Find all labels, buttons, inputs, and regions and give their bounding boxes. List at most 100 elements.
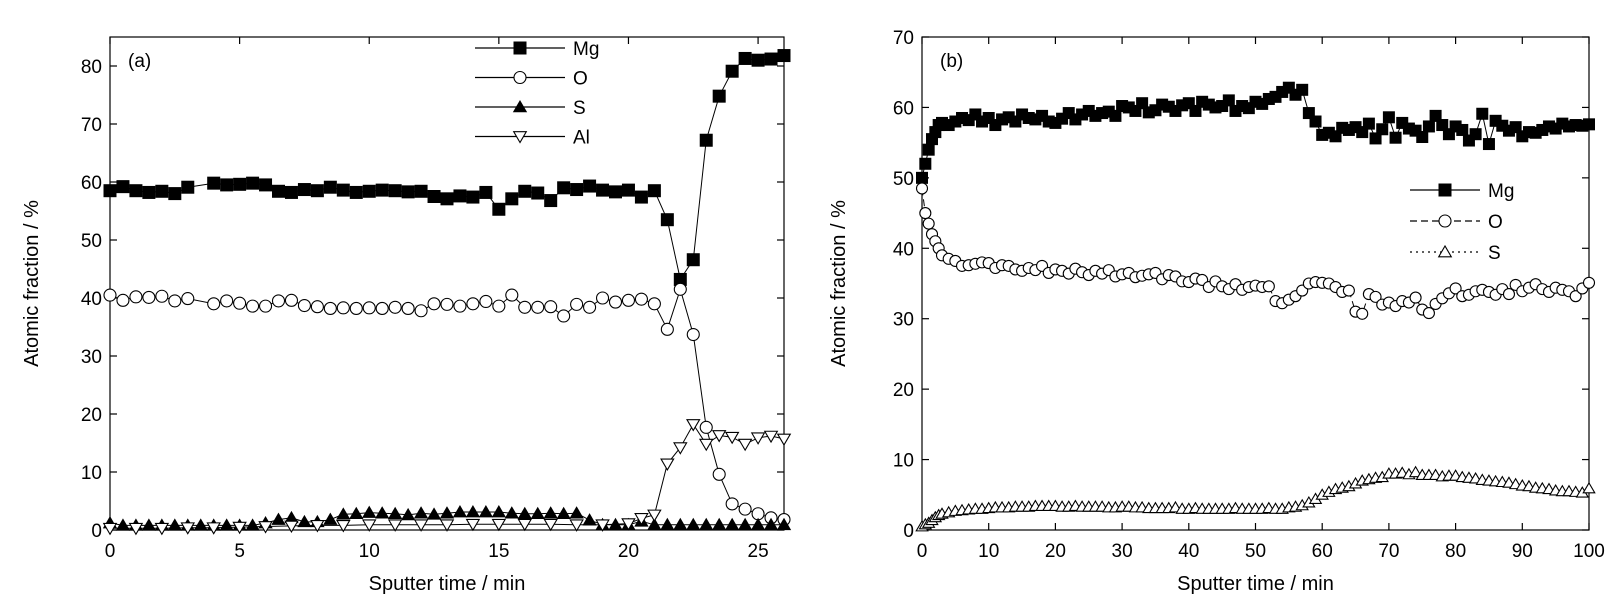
x-axis-title: Sputter time / min: [369, 573, 526, 595]
data-point-mg: [479, 185, 493, 199]
series-line-mg: [109, 55, 785, 281]
data-point-mg: [764, 52, 778, 66]
data-point-mg: [427, 190, 441, 203]
data-point-s: [556, 506, 571, 520]
y-axis-title: Atomic fraction / %: [21, 200, 43, 367]
y-tick-label: 40: [893, 239, 914, 260]
data-point-al: [232, 521, 247, 535]
data-point-s: [245, 518, 260, 531]
data-point-o: [1582, 276, 1596, 289]
data-point-mg: [647, 184, 661, 198]
data-point-o: [738, 502, 752, 516]
data-point-mg: [181, 180, 195, 194]
data-point-mg: [129, 184, 143, 198]
legend-marker: [1437, 244, 1453, 258]
y-tick-label: 30: [81, 347, 102, 368]
legend-marker: [513, 70, 527, 85]
data-point-mg: [777, 49, 791, 63]
data-point-o: [1342, 284, 1355, 297]
data-point-mg: [1416, 131, 1429, 144]
data-point-mg: [362, 184, 376, 198]
data-point-o: [518, 300, 532, 314]
data-point-s: [336, 507, 351, 520]
x-tick-label: 20: [1045, 541, 1066, 562]
data-point-al: [361, 519, 377, 532]
y-tick-label: 60: [81, 173, 102, 194]
data-point-mg: [634, 190, 648, 204]
data-point-s: [465, 505, 481, 518]
data-point-mg: [272, 184, 285, 198]
data-point-s: [362, 505, 377, 518]
series-al: [102, 419, 792, 536]
data-point-al: [180, 522, 196, 535]
data-point-o: [660, 322, 674, 336]
x-tick-label: 10: [978, 541, 999, 562]
series-s: [915, 465, 1596, 532]
x-tick-label: 20: [618, 541, 639, 562]
data-point-o: [258, 299, 273, 313]
data-point-o: [1449, 282, 1462, 295]
data-point-o: [375, 301, 389, 315]
data-point-mg: [518, 184, 532, 198]
legend-marker: [512, 131, 528, 144]
data-point-mg: [492, 202, 506, 216]
data-point-s: [323, 512, 338, 525]
data-point-mg: [259, 178, 273, 192]
data-point-mg: [583, 179, 597, 193]
x-tick-label: 50: [1245, 541, 1266, 562]
data-point-al: [310, 520, 325, 533]
data-point-o: [1502, 288, 1516, 301]
legend-label: Mg: [573, 39, 599, 60]
data-point-o: [595, 291, 610, 305]
legend-label: S: [573, 98, 586, 119]
data-point-o: [349, 301, 363, 315]
data-point-al: [660, 458, 675, 471]
data-point-s: [569, 506, 584, 519]
data-point-mg: [401, 185, 415, 199]
data-point-mg: [297, 183, 311, 197]
data-point-o: [544, 300, 558, 314]
panel-a: 0 5 10 15 20 25 0 10 20 30 40 50 60 70 80 Sputter time …: [21, 36, 792, 595]
y-tick-label: 30: [893, 310, 914, 331]
data-point-o: [505, 288, 519, 302]
data-point-mg: [1242, 102, 1255, 115]
data-point-s: [776, 517, 792, 531]
legend-marker: [1438, 214, 1452, 228]
data-point-mg: [1282, 81, 1295, 94]
data-point-mg: [1429, 109, 1442, 122]
data-point-o: [142, 290, 156, 304]
data-point-s: [271, 512, 286, 525]
data-point-o: [1262, 280, 1275, 293]
data-point-al: [336, 520, 351, 533]
data-point-o: [284, 293, 299, 307]
data-point-mg: [414, 184, 428, 198]
data-point-o: [1409, 291, 1422, 304]
data-point-s: [375, 506, 390, 519]
x-tick-label: 30: [1112, 541, 1133, 562]
data-point-s: [660, 517, 675, 531]
data-point-mg: [310, 184, 324, 198]
data-point-mg: [919, 157, 932, 170]
panel-label: (a): [128, 51, 151, 72]
x-tick-label: 90: [1512, 541, 1533, 562]
y-tick-label: 10: [81, 463, 102, 484]
data-point-o: [583, 300, 597, 314]
x-tick-label: 10: [359, 541, 380, 562]
data-point-mg: [220, 178, 234, 192]
data-point-s: [543, 506, 558, 519]
legend-marker: [1438, 183, 1452, 197]
panel-label: (b): [940, 51, 963, 72]
legend-marker: [512, 100, 528, 113]
data-point-o: [915, 182, 929, 195]
data-point-mg: [1129, 104, 1142, 117]
legend: Mg OS Al: [475, 39, 599, 149]
data-point-o: [297, 298, 311, 313]
data-point-o: [401, 301, 415, 315]
data-point-o: [1569, 290, 1582, 303]
legend-label: S: [1488, 243, 1501, 264]
data-point-mg: [168, 187, 182, 201]
data-point-s: [737, 517, 753, 531]
data-point-o: [155, 289, 169, 303]
data-point-mg: [284, 185, 298, 199]
